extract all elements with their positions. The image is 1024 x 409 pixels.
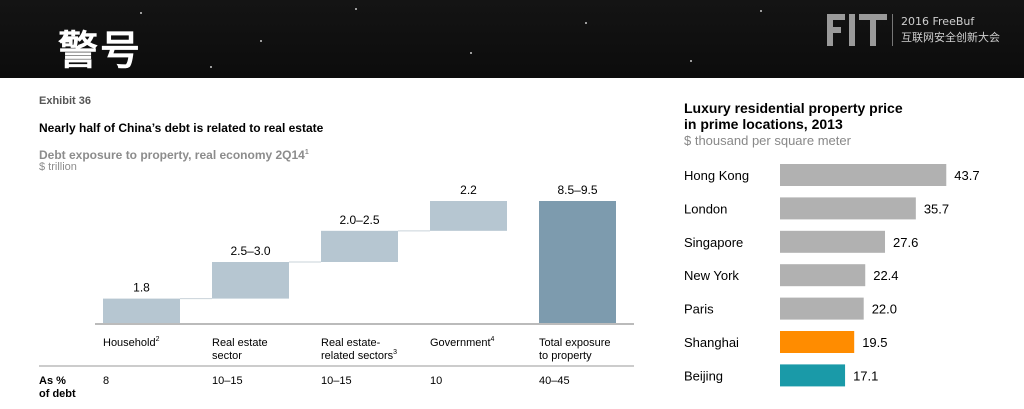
pct-of-debt-value: 10–15 [321, 375, 352, 387]
hbar-category-label: Hong Kong [684, 168, 749, 183]
hbar-value-label: 35.7 [924, 201, 949, 216]
logo-caption: 2016 FreeBuf 互联网安全创新大会 [892, 14, 1000, 46]
pct-of-debt-value: 10 [430, 375, 442, 387]
hbar-category-label: New York [684, 268, 739, 283]
waterfall-category-label: Government4 [430, 336, 495, 349]
hbar-category-label: London [684, 201, 727, 216]
chart-subtitle: Debt exposure to property, real economy … [39, 148, 309, 162]
page-title: 警号 [58, 28, 142, 74]
bar-chart-title-line1: Luxury residential property price [684, 100, 903, 116]
logo-caption-line1: 2016 FreeBuf [901, 15, 975, 28]
pct-of-debt-value: 8 [103, 375, 109, 387]
chart-unit: $ trillion [39, 161, 77, 173]
pct-of-debt-value: 40–45 [539, 375, 570, 387]
star-decoration [260, 40, 262, 42]
bar-chart-title: Luxury residential property price in pri… [684, 100, 903, 132]
hbar [780, 297, 864, 320]
hbar [780, 164, 947, 186]
star-decoration [355, 8, 357, 10]
hbar [780, 197, 916, 220]
hbar-value-label: 17.1 [853, 368, 878, 383]
waterfall-total-bar [539, 201, 616, 323]
hbar-value-label: 27.6 [893, 235, 918, 250]
waterfall-category-label-main: Household [103, 337, 156, 349]
waterfall-bar [430, 201, 507, 231]
hbar-value-label: 19.5 [862, 335, 887, 350]
waterfall-bar [212, 262, 289, 299]
waterfall-category-label: sector [212, 350, 242, 362]
star-decoration [585, 22, 587, 24]
hbar-value-label: 22.4 [873, 268, 898, 283]
waterfall-category-label-main: Real estate- [321, 337, 381, 349]
waterfall-value-label: 1.8 [133, 281, 150, 295]
header-banner: 警号 2016 FreeBuf 互联网安全创新大会 [0, 0, 1024, 78]
waterfall-value-label: 2.0–2.5 [339, 213, 379, 227]
waterfall-category-label-main: Total exposure [539, 337, 611, 349]
waterfall-category-label: Total exposure [539, 337, 611, 349]
hbar-category-label: Paris [684, 302, 714, 317]
hbar-value-label: 22.0 [872, 302, 897, 317]
waterfall-value-label: 2.5–3.0 [230, 244, 270, 258]
exhibit-label: Exhibit 36 [39, 95, 91, 107]
star-decoration [140, 12, 142, 14]
hbar [780, 364, 846, 387]
bar-chart-unit: $ thousand per square meter [684, 133, 851, 148]
logo-caption-line2: 互联网安全创新大会 [901, 31, 1000, 44]
waterfall-value-label: 2.2 [460, 183, 477, 197]
chart-subtitle-footnote: 1 [304, 149, 309, 156]
hbar-category-label: Beijing [684, 368, 723, 383]
star-decoration [210, 66, 212, 68]
fit-logo-icon [827, 14, 887, 46]
waterfall-category-label-main: related sectors [321, 350, 394, 362]
hbar [780, 230, 886, 253]
waterfall-category-label-main: Real estate [212, 337, 268, 349]
bar-chart-title-line2: in prime locations, 2013 [684, 116, 843, 132]
waterfall-category-label: Real estate [212, 337, 268, 349]
pct-of-debt-value: 10–15 [212, 375, 243, 387]
waterfall-bar [103, 298, 180, 323]
waterfall-category-label: to property [539, 350, 592, 362]
waterfall-category-label-sup: 2 [156, 336, 160, 343]
star-decoration [690, 60, 692, 62]
chart-subtitle-text: Debt exposure to property, real economy … [39, 148, 305, 162]
waterfall-bar [321, 230, 398, 262]
star-decoration [470, 52, 472, 54]
hbar-category-label: Shanghai [684, 335, 739, 350]
waterfall-category-label-main: to property [539, 350, 592, 362]
waterfall-category-label: related sectors3 [321, 349, 397, 362]
hbar-category-label: Singapore [684, 235, 743, 250]
waterfall-category-label-sup: 4 [491, 336, 495, 343]
hbar [780, 264, 866, 287]
waterfall-category-label-main: Government [430, 337, 491, 349]
pct-row-label: As % [39, 375, 66, 387]
star-decoration [760, 10, 762, 12]
waterfall-category-label: Household2 [103, 336, 160, 349]
hbar [780, 331, 855, 353]
waterfall-value-label: 8.5–9.5 [557, 183, 597, 197]
waterfall-category-label: Real estate- [321, 337, 381, 349]
pct-row-label: of debt [39, 388, 76, 400]
waterfall-category-label-sup: 3 [393, 349, 397, 356]
chart-headline: Nearly half of China’s debt is related t… [39, 121, 324, 135]
waterfall-category-label-main: sector [212, 350, 242, 362]
hbar-value-label: 43.7 [954, 168, 979, 183]
